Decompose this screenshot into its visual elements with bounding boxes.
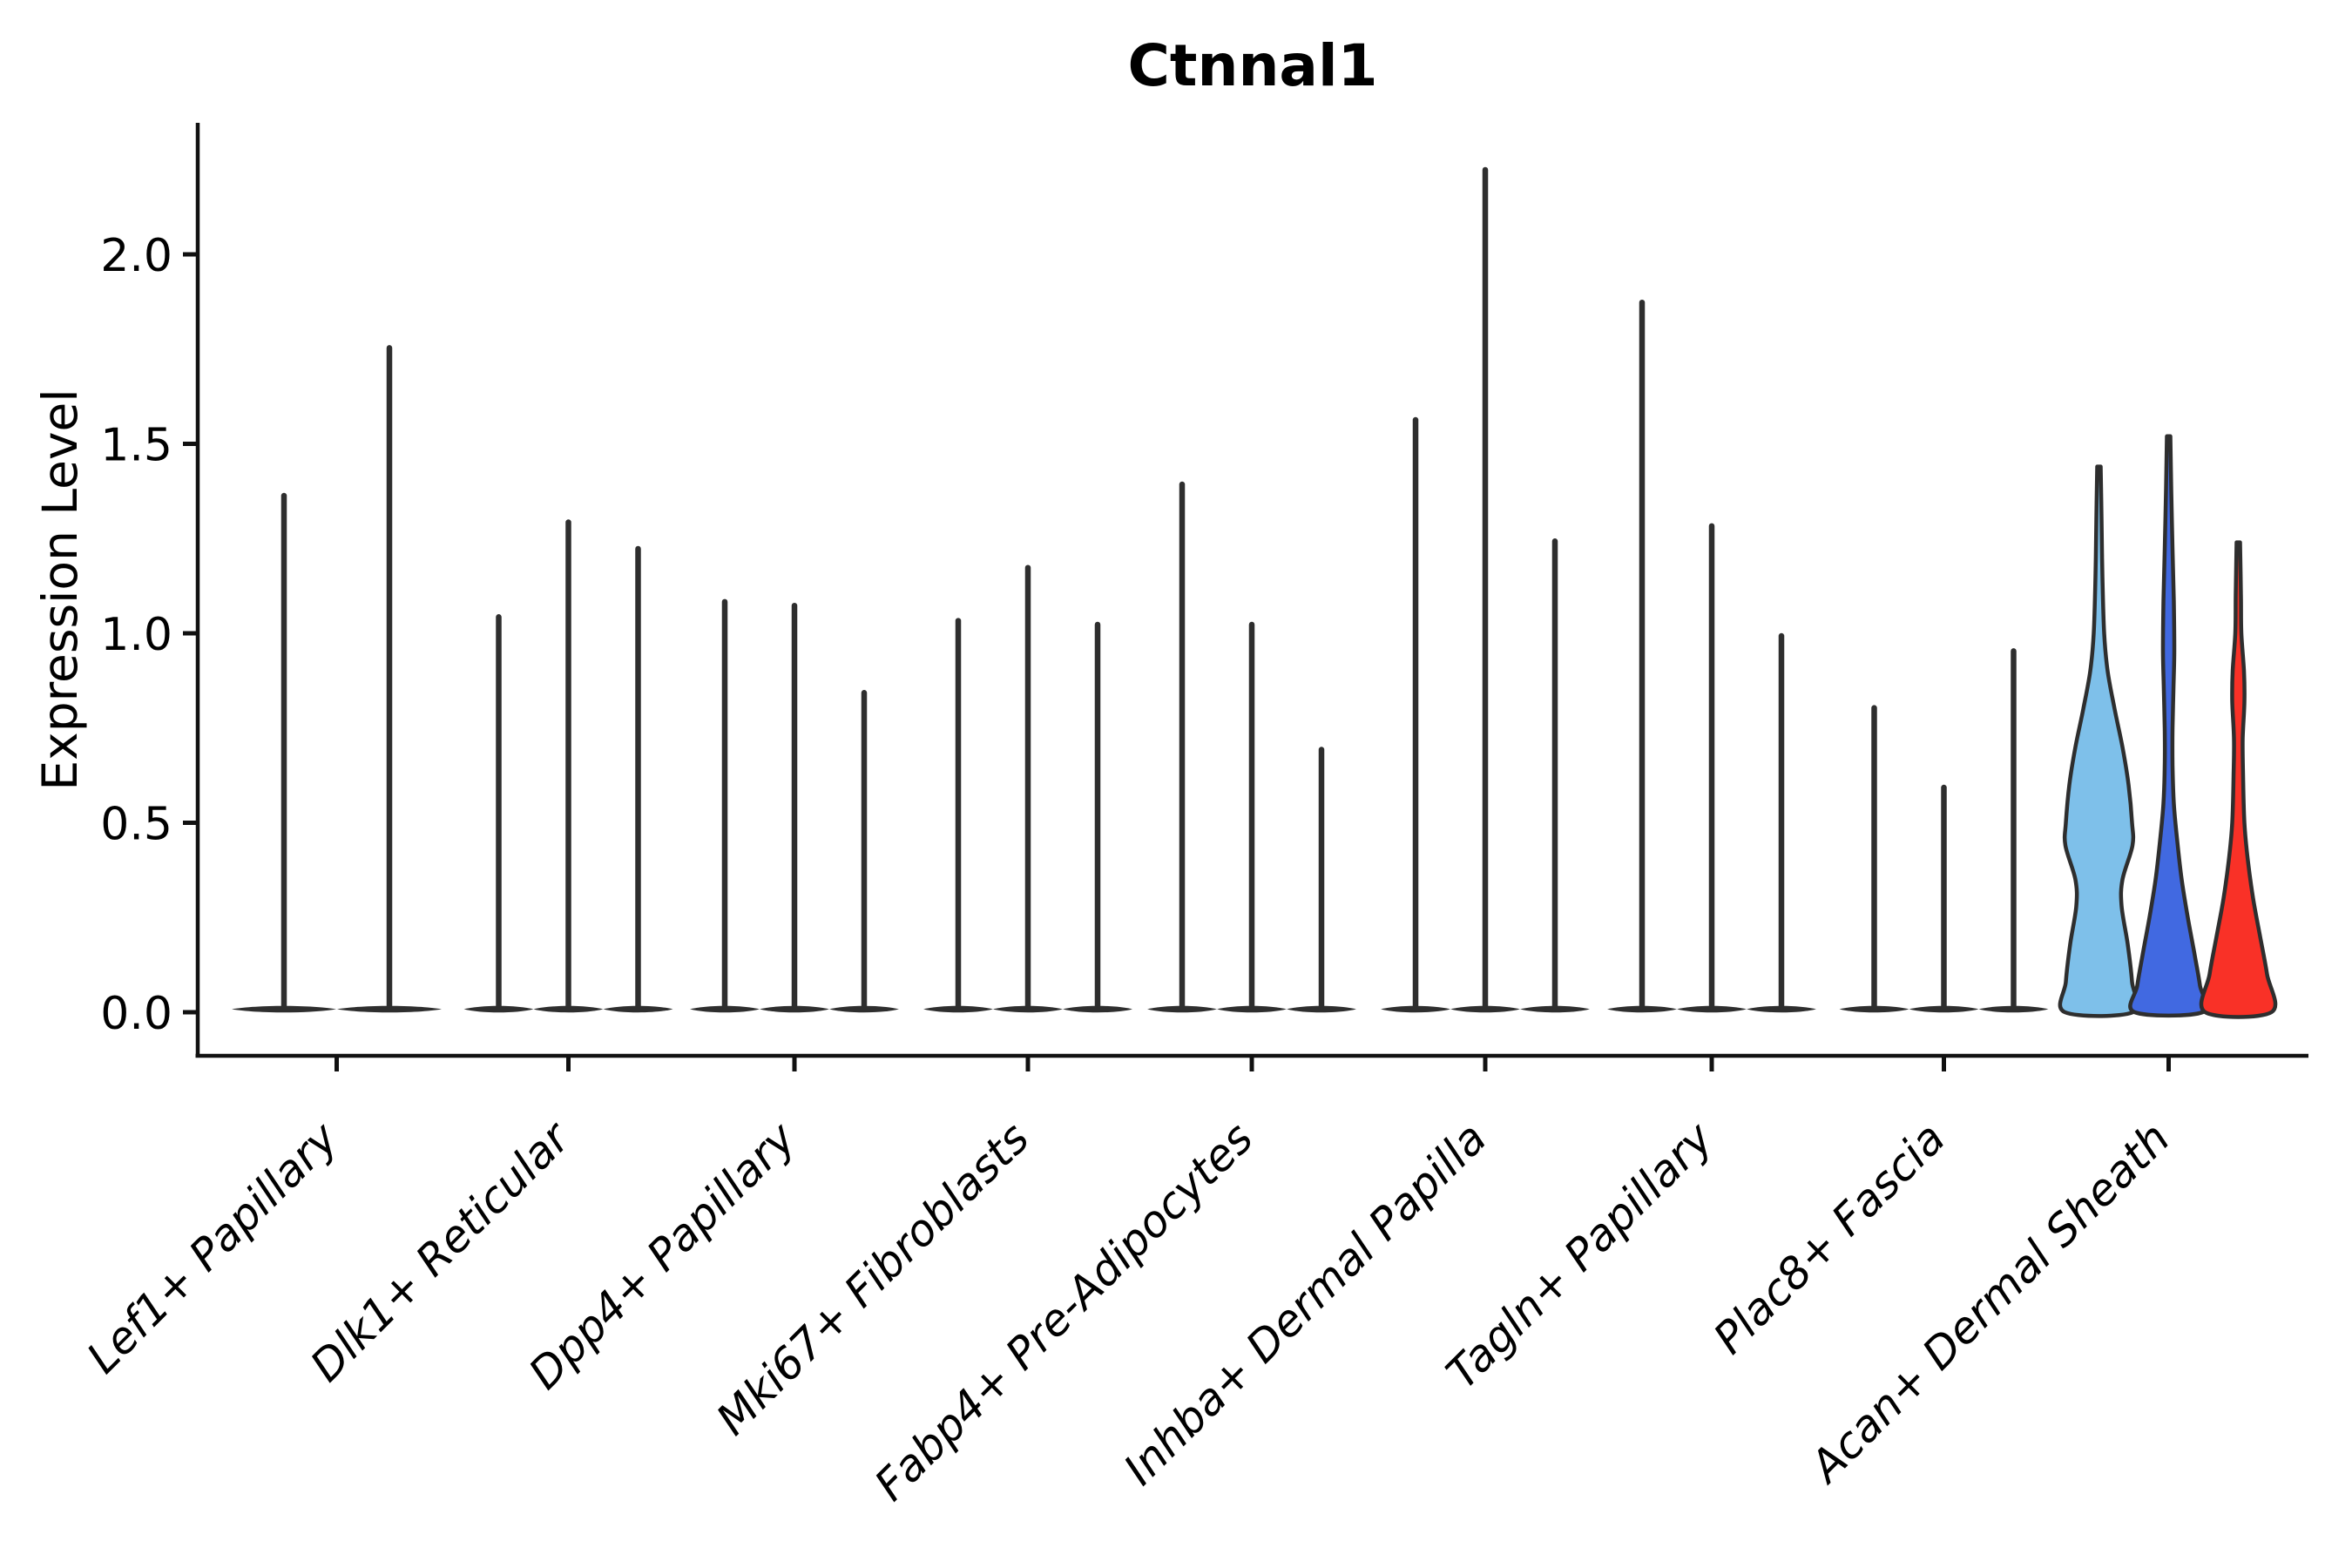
y-tick-label: 0.0: [100, 988, 172, 1040]
x-tick-label: Plac8+ Fascia: [1704, 1112, 1955, 1363]
y-tick-label: 1.0: [100, 609, 172, 661]
violin-kde: [2128, 434, 2209, 1018]
violin-kde: [2199, 540, 2278, 1019]
violins-layer: [232, 166, 2278, 1019]
x-tick-label: Lef1+ Papillary: [78, 1112, 348, 1382]
chart-title: Ctnnal1: [1127, 32, 1377, 99]
violin-kde: [2058, 464, 2140, 1018]
x-tick-label: Fabp4+ Pre-Adipocytes: [865, 1112, 1263, 1511]
y-axis-label: Expression Level: [32, 389, 88, 790]
x-tick-label: Acan+ Dermal Sheath: [1799, 1112, 2180, 1493]
y-tick-label: 0.5: [100, 799, 172, 851]
y-axis-ticks: 0.0 0.5 1.0 1.5 2.0: [100, 230, 198, 1040]
y-tick-label: 1.5: [100, 420, 172, 472]
y-tick-label: 2.0: [100, 230, 172, 282]
